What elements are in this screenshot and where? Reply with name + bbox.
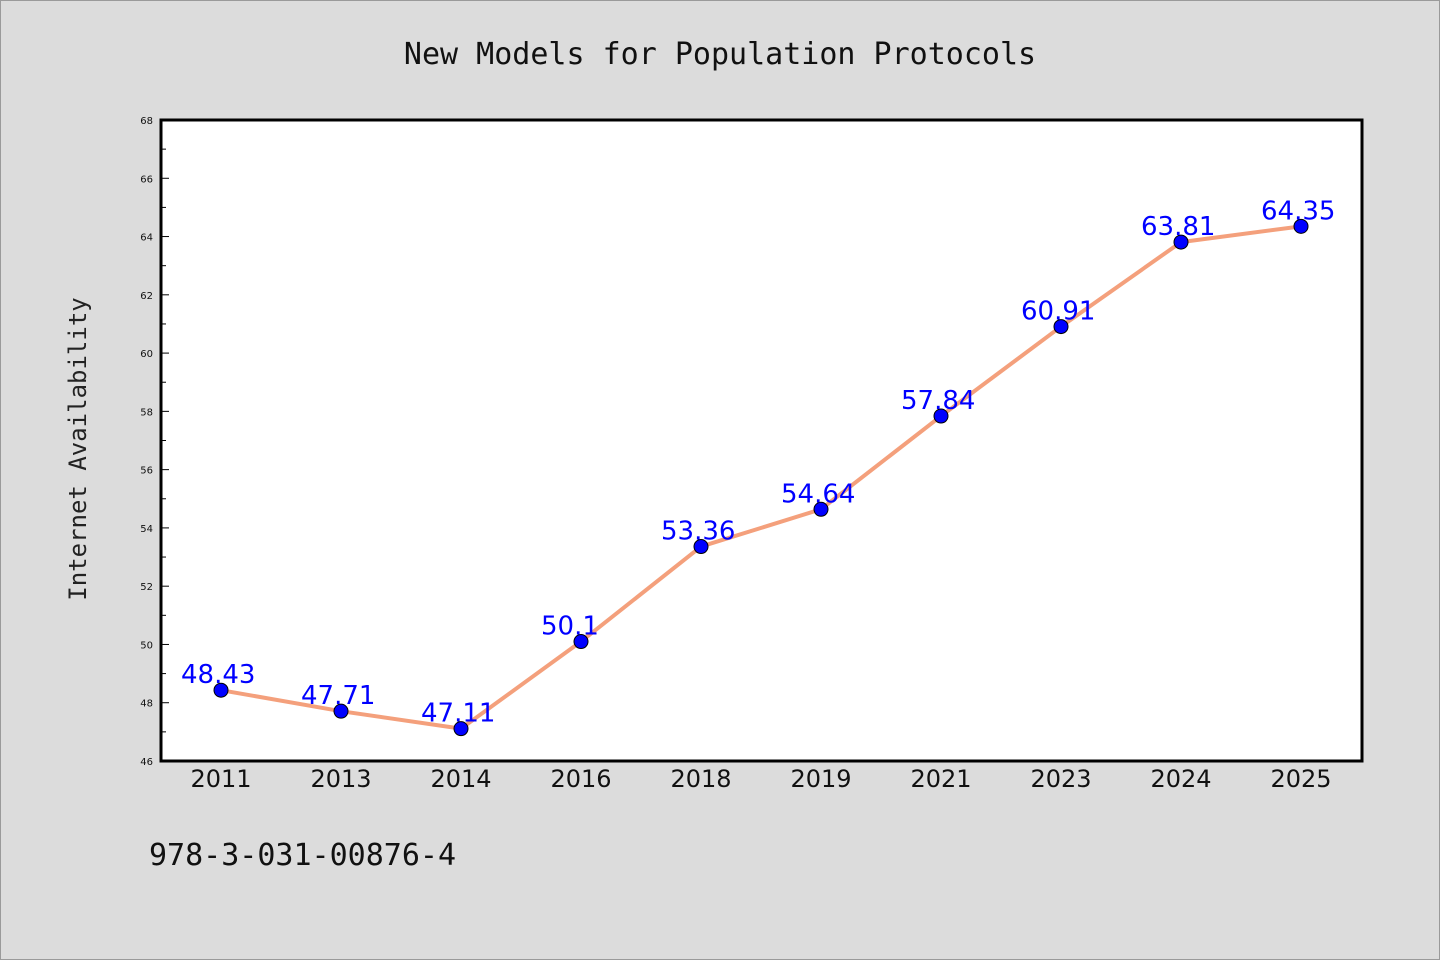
data-label: 54.64: [781, 479, 855, 509]
x-tick-label: 2014: [430, 765, 491, 793]
chart-title: New Models for Population Protocols: [404, 37, 1036, 72]
x-tick-label: 2019: [790, 765, 851, 793]
y-tick-label: 52: [140, 582, 153, 593]
data-label: 64.35: [1261, 196, 1335, 226]
y-axis: 46 48 50 52 54 56 58 60 62 64 66 68: [140, 116, 169, 768]
data-point: [213, 682, 229, 698]
y-tick-label: 60: [140, 349, 153, 360]
data-label: 53.36: [661, 517, 735, 547]
x-tick-label: 2024: [1150, 765, 1211, 793]
y-tick-label: 48: [140, 699, 153, 710]
data-point: [813, 501, 829, 517]
x-tick-label: 2021: [910, 765, 971, 793]
data-label: 47.11: [421, 699, 495, 729]
y-axis-label: Internet Availability: [64, 297, 92, 600]
plot-area: [159, 118, 1364, 763]
data-label: 50.1: [541, 612, 599, 642]
data-labels: 48.43 47.71 47.11 50.1 53.36 54.64 57.84 60.91 6…: [181, 196, 1335, 728]
data-point: [693, 539, 709, 555]
data-label: 57.84: [901, 386, 975, 416]
x-tick-label: 2018: [670, 765, 731, 793]
y-tick-label: 58: [140, 407, 153, 418]
data-label: 60.91: [1021, 297, 1095, 327]
series-line: [219, 224, 1303, 731]
data-label: 47.71: [301, 681, 375, 711]
series-layer: [213, 218, 1309, 737]
data-point: [333, 703, 349, 719]
y-tick-label: 64: [140, 233, 153, 244]
y-tick-label: 62: [140, 291, 153, 302]
x-tick-label: 2023: [1030, 765, 1091, 793]
x-tick-label: 2025: [1270, 765, 1331, 793]
y-tick-label: 56: [140, 466, 153, 477]
data-point: [1173, 234, 1189, 250]
data-label: 48.43: [181, 660, 255, 690]
y-tick-label: 46: [140, 757, 153, 768]
y-tick-label: 68: [140, 116, 153, 127]
x-tick-label: 2013: [310, 765, 371, 793]
isbn-footer: 978-3-031-00876-4: [149, 838, 456, 873]
data-point: [573, 634, 589, 650]
y-tick-label: 54: [140, 524, 153, 535]
data-label: 63.81: [1141, 212, 1215, 242]
x-tick-label: 2016: [550, 765, 611, 793]
y-tick-label: 66: [140, 174, 153, 185]
data-point: [453, 721, 469, 737]
data-point: [1293, 218, 1309, 234]
data-point: [933, 408, 949, 424]
y-tick-label: 50: [140, 640, 153, 651]
x-tick-label: 2011: [190, 765, 251, 793]
data-point: [1053, 319, 1069, 335]
x-axis: 2011 2013 2014 2016 2018 2019 2021 2023 2024 2025: [190, 765, 1331, 793]
